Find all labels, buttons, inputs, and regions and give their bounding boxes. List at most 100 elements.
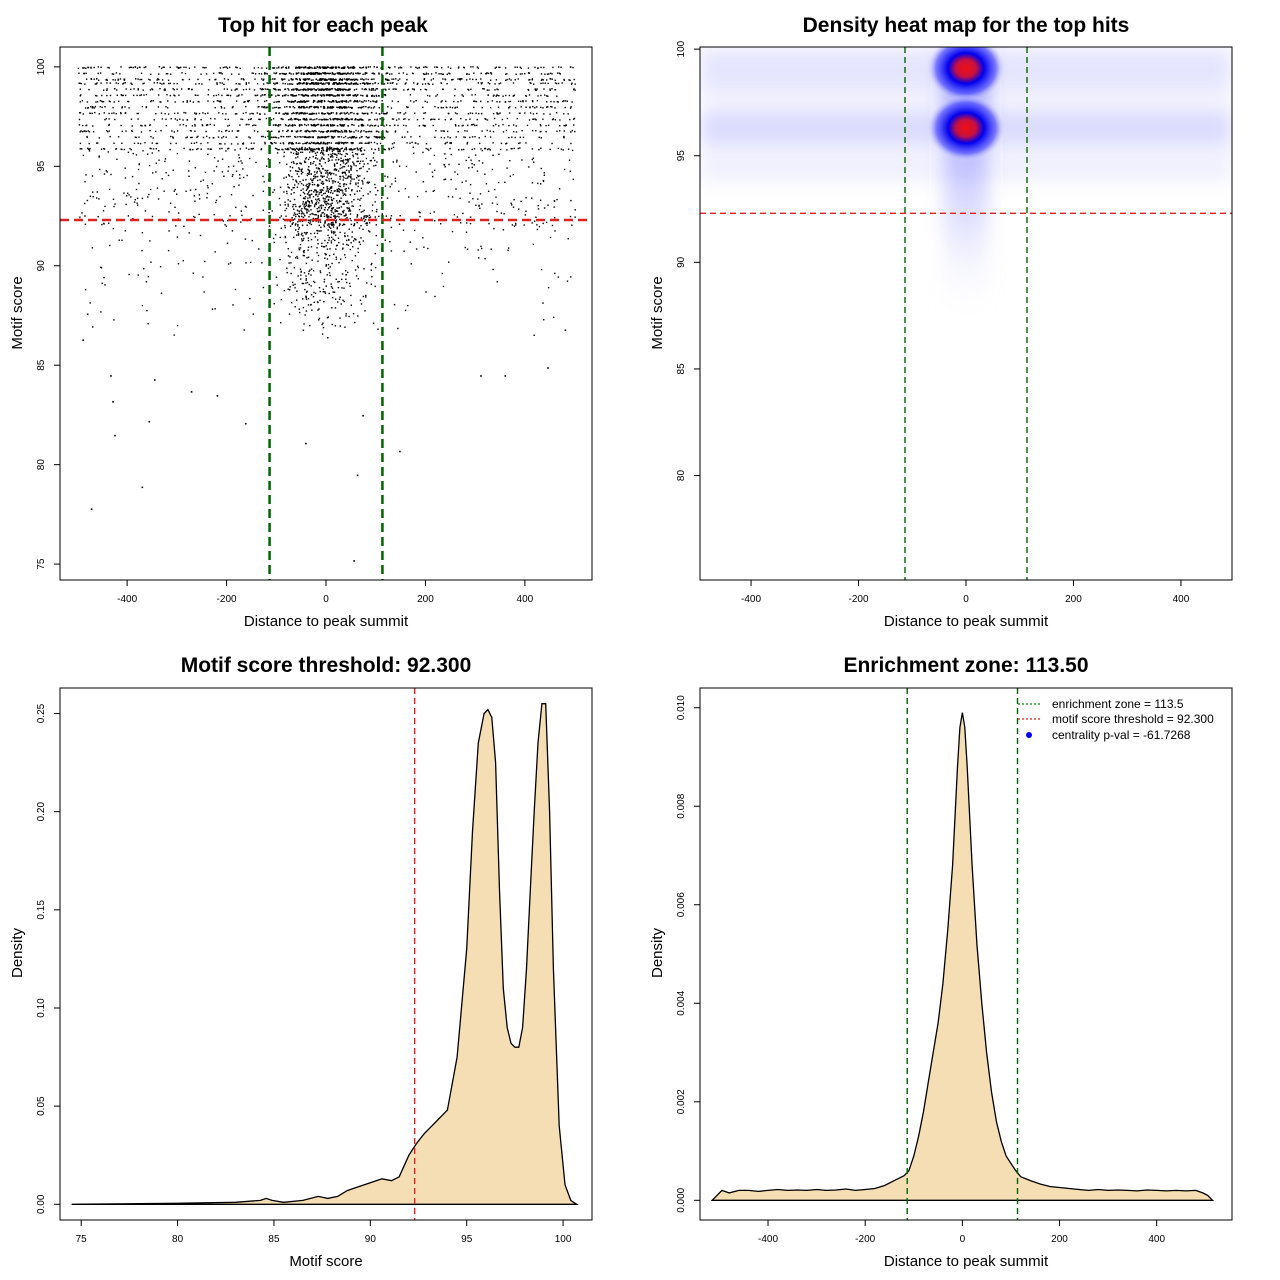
scatter-point	[352, 161, 354, 163]
scatter-point	[362, 194, 364, 197]
scatter-point	[297, 156, 299, 158]
scatter-point	[434, 295, 436, 298]
scatter-point	[471, 136, 474, 138]
scatter-point	[407, 88, 410, 90]
scatter-point	[261, 67, 263, 69]
scatter-point	[345, 88, 347, 91]
scatter-point	[521, 159, 523, 161]
scatter-point	[349, 100, 351, 102]
scatter-point	[356, 72, 358, 75]
scatter-point	[415, 248, 418, 250]
scatter-point	[236, 88, 238, 90]
scatter-point	[313, 171, 316, 173]
scatter-point	[329, 266, 331, 268]
scatter-point	[311, 88, 314, 91]
scatter-point	[85, 124, 88, 126]
scatter-point	[492, 112, 495, 115]
scatter-point	[355, 78, 358, 80]
scatter-point	[99, 106, 101, 108]
scatter-point	[231, 230, 234, 232]
scatter-point	[298, 89, 300, 91]
scatter-point	[336, 83, 338, 85]
scatter-point	[316, 229, 318, 232]
scatter-point	[291, 89, 293, 91]
scatter-point	[294, 118, 296, 121]
scatter-point	[96, 197, 98, 199]
scatter-point	[480, 375, 482, 377]
scatter-point	[282, 136, 285, 138]
scatter-point	[322, 322, 324, 324]
scatter-point	[333, 136, 336, 138]
scatter-point	[330, 283, 332, 285]
scatter-point	[264, 106, 266, 108]
scatter-point	[337, 301, 339, 303]
scatter-point	[440, 101, 442, 103]
scatter-point	[329, 101, 331, 103]
scatter-point	[198, 194, 200, 196]
scatter-point	[277, 137, 280, 139]
scatter-point	[315, 157, 317, 159]
scatter-point	[496, 112, 498, 114]
scatter-point	[336, 215, 338, 218]
scatter-point	[363, 163, 365, 165]
scatter-point	[519, 73, 522, 75]
scatter-point	[306, 172, 309, 175]
scatter-point	[471, 166, 473, 169]
scatter-point	[330, 230, 333, 232]
scatter-point	[331, 136, 334, 138]
scatter-point	[201, 83, 203, 85]
scatter-point	[318, 130, 320, 132]
scatter-point	[123, 148, 126, 151]
legend-label-pval: centrality p-val = -61.7268	[1052, 728, 1191, 742]
scatter-point	[361, 112, 364, 114]
scatter-point	[354, 94, 357, 96]
scatter-point	[287, 125, 289, 127]
scatter-point	[534, 88, 536, 90]
scatter-point	[306, 212, 308, 214]
scatter-point	[340, 200, 342, 203]
scatter-point	[290, 83, 292, 85]
scatter-point	[280, 135, 282, 138]
scatter-point	[286, 271, 288, 274]
scatter-point	[360, 119, 363, 121]
scatter-point	[508, 124, 510, 127]
scatter-point	[249, 113, 251, 115]
scatter-point	[262, 88, 264, 90]
scatter-point	[282, 82, 284, 85]
scatter-point	[307, 100, 310, 102]
scatter-point	[137, 118, 139, 120]
scatter-point	[343, 287, 345, 289]
scatter-point	[334, 231, 336, 233]
scatter-point	[285, 241, 287, 244]
scatter-point	[97, 66, 99, 68]
scatter-point	[252, 194, 254, 197]
scatter-point	[532, 157, 534, 159]
scatter-point	[345, 118, 347, 121]
scatter-point	[341, 112, 343, 114]
scatter-point	[311, 202, 313, 204]
scatter-point	[521, 130, 523, 132]
scatter-point	[299, 79, 301, 81]
scatter-point	[399, 450, 401, 453]
scatter-point	[547, 73, 550, 75]
scatter-point	[532, 100, 534, 103]
scatter-point	[535, 216, 537, 218]
scatter-point	[313, 130, 315, 133]
scatter-point	[338, 280, 340, 283]
scatter-point	[294, 306, 296, 308]
scatter-point	[272, 67, 274, 69]
scatter-point	[393, 142, 395, 144]
scatter-point	[299, 247, 302, 249]
scatter-point	[333, 169, 336, 171]
scatter-point	[295, 157, 297, 159]
x-tick-label: -400	[741, 594, 761, 605]
scatter-point	[339, 231, 341, 234]
scatter-point	[286, 130, 288, 133]
scatter-point	[329, 223, 331, 225]
scatter-point	[315, 154, 317, 156]
scatter-point	[115, 148, 117, 150]
scatter-point	[547, 124, 550, 126]
scatter-point	[332, 94, 334, 96]
scatter-point	[124, 167, 126, 169]
scatter-point	[496, 113, 498, 115]
